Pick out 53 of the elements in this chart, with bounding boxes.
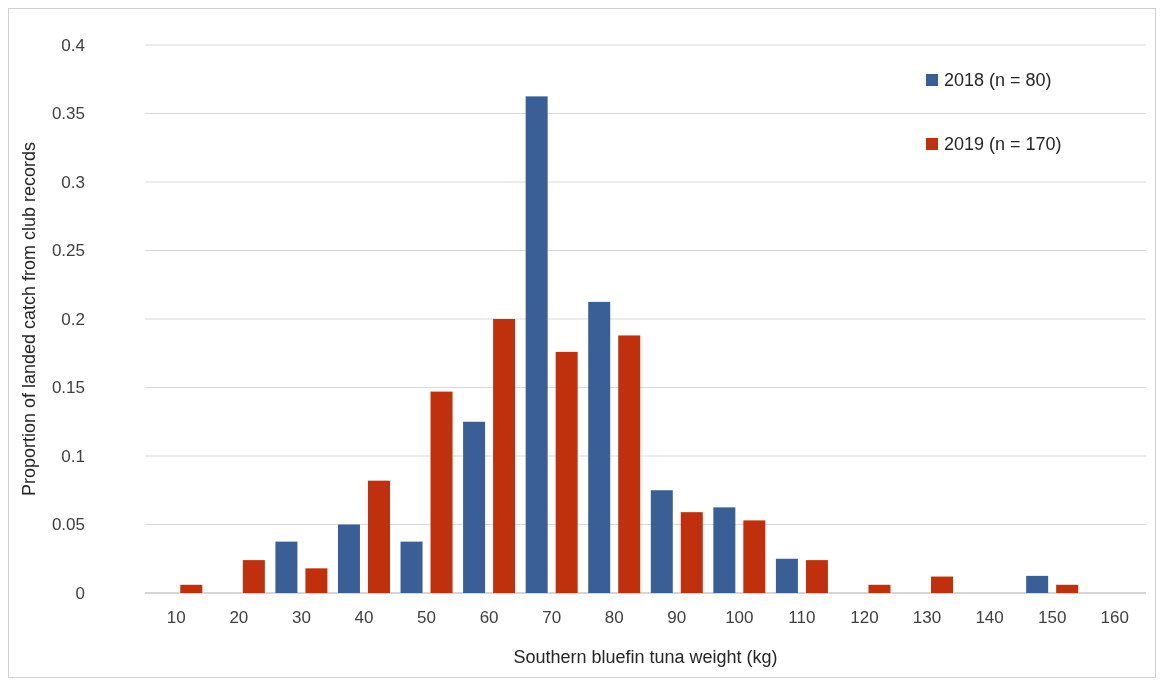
x-tick-label: 60 xyxy=(479,608,499,627)
bar xyxy=(275,541,298,593)
bar xyxy=(650,490,673,593)
y-tick-label: 0.2 xyxy=(61,309,85,329)
legend-label: 2018 (n = 80) xyxy=(944,70,1052,91)
x-tick-label: 90 xyxy=(667,608,687,627)
bar xyxy=(713,507,736,593)
bar xyxy=(400,541,423,593)
bar xyxy=(775,558,798,593)
y-axis-title: Proportion of landed catch from club records xyxy=(19,141,39,497)
x-tick-label: 30 xyxy=(291,608,311,627)
x-tick-label: 130 xyxy=(912,608,942,627)
bar xyxy=(305,568,328,593)
bar xyxy=(680,512,703,593)
y-tick-label: 0.35 xyxy=(51,104,85,124)
legend-label: 2019 (n = 170) xyxy=(944,134,1062,155)
x-axis-title: Southern bluefin tuna weight (kg) xyxy=(513,647,778,667)
bar xyxy=(868,584,891,593)
x-tick-label: 160 xyxy=(1100,608,1129,627)
bar xyxy=(743,520,766,593)
bar xyxy=(555,351,578,593)
y-tick-label: 0.4 xyxy=(61,35,85,55)
bar xyxy=(588,301,611,593)
bar xyxy=(1026,575,1049,593)
bar xyxy=(242,560,265,593)
y-tick-label: 0.15 xyxy=(51,378,85,398)
bar xyxy=(337,524,360,593)
x-tick-label: 110 xyxy=(788,608,816,627)
y-tick-label: 0.25 xyxy=(51,241,85,261)
x-tick-label: 100 xyxy=(725,608,754,627)
y-tick-label: 0.3 xyxy=(61,172,85,192)
bar xyxy=(931,576,954,593)
bar xyxy=(367,480,390,593)
y-tick-label: 0.1 xyxy=(61,446,85,466)
x-tick-label: 80 xyxy=(604,608,624,627)
bar xyxy=(430,391,453,593)
bar xyxy=(463,421,486,593)
bar xyxy=(805,560,828,593)
x-tick-label: 40 xyxy=(354,608,374,627)
bar xyxy=(1056,584,1079,593)
x-tick-label: 140 xyxy=(975,608,1004,627)
bar xyxy=(525,96,548,593)
y-tick-label: 0.05 xyxy=(51,515,85,535)
x-tick-label: 20 xyxy=(229,608,249,627)
x-tick-label: 50 xyxy=(417,608,436,627)
x-tick-label: 150 xyxy=(1037,608,1067,627)
y-tick-label: 0 xyxy=(75,583,85,603)
bar xyxy=(618,335,641,593)
bar xyxy=(493,319,516,593)
x-tick-label: 70 xyxy=(542,608,562,627)
x-tick-label: 10 xyxy=(166,608,186,627)
bar xyxy=(180,584,203,593)
x-tick-label: 120 xyxy=(850,608,879,627)
